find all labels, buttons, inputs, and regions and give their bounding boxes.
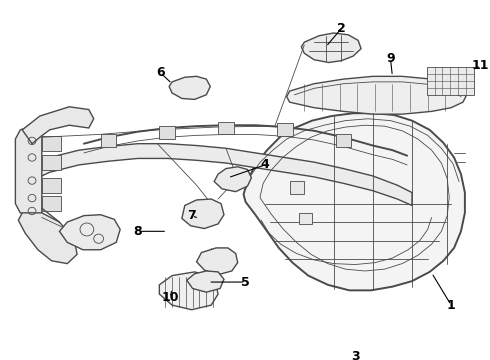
Text: 1: 1 [447,298,456,312]
Polygon shape [30,144,412,206]
Polygon shape [187,271,224,292]
Polygon shape [42,178,61,193]
Polygon shape [214,167,251,192]
Polygon shape [182,199,224,229]
Polygon shape [336,134,351,147]
Text: 4: 4 [261,158,270,171]
Polygon shape [159,272,218,310]
Polygon shape [42,196,61,211]
Polygon shape [301,33,361,63]
Polygon shape [18,213,77,264]
Polygon shape [244,113,465,291]
Polygon shape [42,155,61,170]
Text: 3: 3 [351,350,360,360]
Polygon shape [287,76,466,114]
Text: 2: 2 [337,22,346,35]
Polygon shape [15,125,42,217]
Polygon shape [290,181,304,194]
Text: 6: 6 [156,66,165,79]
Polygon shape [100,134,116,147]
Polygon shape [218,122,234,134]
Polygon shape [169,76,210,99]
Polygon shape [42,136,61,151]
Polygon shape [277,123,293,136]
Polygon shape [59,215,120,250]
Polygon shape [427,67,474,95]
Polygon shape [196,248,238,275]
Polygon shape [299,213,312,224]
Text: 5: 5 [241,275,250,289]
Polygon shape [22,107,94,144]
Polygon shape [159,126,175,139]
Text: 10: 10 [161,291,179,304]
Text: 9: 9 [386,52,395,65]
Text: 7: 7 [187,209,196,222]
Text: 8: 8 [133,225,142,238]
Text: 11: 11 [472,59,490,72]
